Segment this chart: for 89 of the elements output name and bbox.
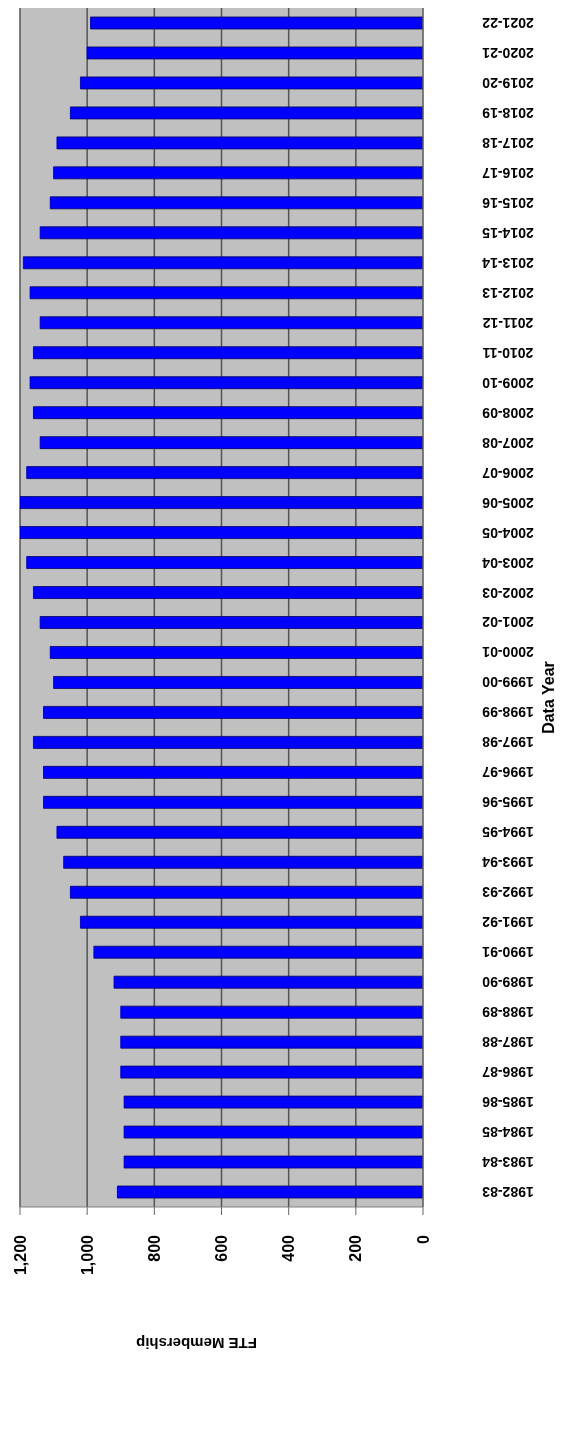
bar (93, 945, 423, 959)
y-tick-label: 2002-03 (482, 584, 534, 601)
bar (26, 466, 423, 480)
bar (80, 915, 423, 929)
bar (43, 765, 423, 779)
x-tick-label: 1,200 (11, 1234, 29, 1276)
x-tick-label: 1,000 (78, 1234, 96, 1276)
bar (39, 616, 423, 629)
y-tick-label: 1982-83 (482, 1184, 534, 1201)
bar (123, 1155, 423, 1169)
y-tick-label: 2011-12 (482, 314, 534, 331)
bar (20, 496, 423, 509)
bar (22, 256, 423, 270)
y-tick-label: 1998-99 (482, 704, 534, 721)
x-tick-label: 200 (347, 1234, 365, 1262)
bar (26, 556, 423, 569)
y-tick-label: 1990-91 (482, 944, 534, 961)
y-tick-label: 2015-16 (482, 194, 534, 211)
bar (120, 1005, 423, 1019)
y-tick-label: 2007-08 (482, 434, 534, 451)
y-tick-label: 1992-93 (482, 884, 534, 901)
bar (49, 196, 423, 210)
bar (20, 526, 423, 539)
bar (120, 1065, 423, 1079)
y-tick-label: 2009-10 (482, 374, 534, 391)
y-tick-label: 1986-87 (482, 1064, 534, 1081)
y-tick-label: 2000-01 (482, 644, 534, 661)
x-tick-label: 600 (213, 1234, 230, 1262)
bar (33, 346, 423, 360)
y-tick-label: 1994-95 (482, 824, 534, 841)
bar (116, 1185, 423, 1199)
bar (29, 286, 423, 300)
bar (29, 376, 423, 390)
y-tick-label: 2021-22 (482, 14, 534, 31)
y-tick-label: 2005-06 (482, 494, 534, 511)
y-tick-label: 2014-15 (482, 224, 534, 241)
bar (43, 706, 423, 719)
x-tick-label: 800 (145, 1234, 163, 1262)
y-tick-label: 1987-88 (482, 1034, 534, 1051)
bar (39, 226, 423, 240)
bar (90, 16, 423, 30)
bar (123, 1095, 423, 1109)
bar (33, 735, 423, 749)
y-tick-label: 2018-19 (482, 104, 534, 121)
bar (86, 46, 423, 60)
y-tick-label: 2003-04 (482, 554, 534, 571)
y-tick-label: 2010-11 (482, 344, 534, 361)
y-tick-label: 1984-85 (482, 1124, 534, 1141)
bar (56, 136, 423, 150)
y-tick-label: 2008-09 (482, 404, 534, 421)
bar (80, 76, 423, 90)
y-tick-label: 1991-92 (482, 914, 534, 931)
bar (63, 855, 423, 869)
y-tick-label: 2013-14 (482, 254, 534, 271)
bar (69, 106, 423, 120)
y-tick-label: 2006-07 (482, 464, 534, 481)
y-axis-title: Data Year (539, 661, 557, 734)
y-tick-label: 2019-20 (482, 74, 534, 91)
y-tick-label: 1989-90 (482, 974, 534, 991)
bar (49, 646, 423, 659)
bar (53, 166, 423, 180)
y-tick-label: 1993-94 (482, 854, 534, 871)
y-tick-label: 1999-00 (482, 674, 534, 691)
bar (53, 676, 423, 689)
bar (56, 825, 423, 839)
y-tick-label: 2016-17 (482, 164, 534, 181)
y-tick-label: 1997-98 (482, 734, 534, 751)
bar (123, 1125, 423, 1139)
bar (33, 586, 423, 599)
bar (120, 1035, 423, 1049)
y-tick-label: 1983-84 (482, 1154, 534, 1171)
y-tick-label: 2012-13 (482, 284, 534, 301)
y-tick-label: 1996-97 (482, 764, 534, 781)
bar (43, 795, 423, 809)
bar (113, 975, 423, 989)
x-tick-label: 0 (414, 1234, 432, 1244)
x-tick-label: 400 (280, 1234, 298, 1262)
bar (33, 406, 423, 420)
y-tick-label: 1995-96 (482, 794, 534, 811)
y-tick-label: 2017-18 (482, 134, 534, 151)
y-tick-label: 2004-05 (482, 524, 534, 541)
y-tick-label: 1985-86 (482, 1094, 534, 1111)
y-tick-label: 2001-02 (482, 614, 534, 631)
bar (39, 316, 423, 330)
x-axis-title: FTE Membership (136, 1334, 257, 1352)
y-tick-label: 1988-89 (482, 1004, 534, 1021)
y-tick-label: 2020-21 (482, 44, 534, 61)
bar (39, 436, 423, 450)
bar (69, 885, 423, 899)
